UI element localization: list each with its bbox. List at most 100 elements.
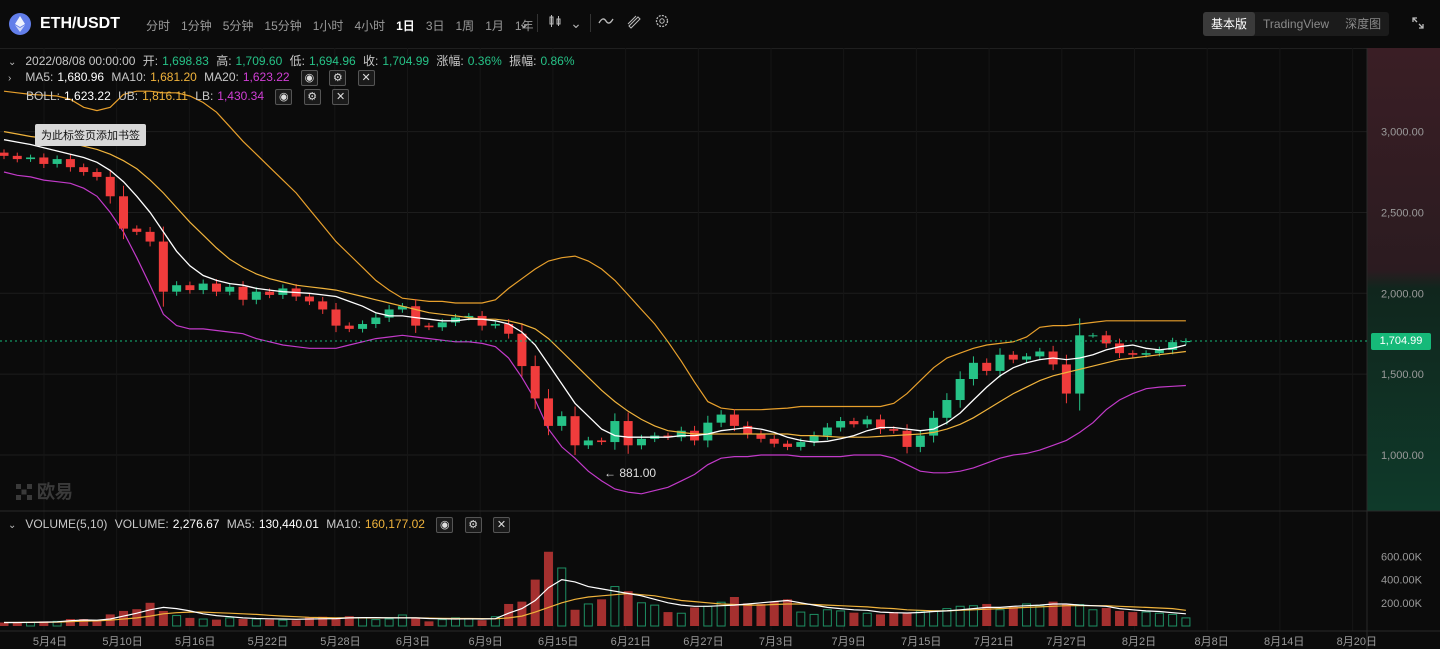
volume-bar [1008,606,1018,626]
volume-bar [464,618,474,627]
collapse-caret-icon[interactable]: ⌄ [8,57,17,68]
volume-bar [517,601,527,626]
interval-3[interactable]: 15分钟 [264,19,302,33]
candle-body [251,291,261,300]
x-tick-label: 5月22日 [248,636,288,648]
volume-bar [597,599,607,626]
view-tab-0[interactable]: 基本版 [1203,12,1256,36]
volume-bar [39,621,49,626]
gear-icon[interactable]: ⚙ [303,89,321,105]
ma5-line [3,139,1187,443]
close-icon[interactable]: ✕ [357,70,375,86]
candle-body [225,286,235,292]
fullscreen-icon[interactable] [1409,14,1429,34]
volume-bar [610,586,620,627]
interval-5[interactable]: 4小时 [354,19,386,33]
volume-bar [1061,603,1071,626]
x-tick-label: 5月16日 [175,636,215,648]
close-icon[interactable]: ✕ [493,517,510,533]
candle-body [517,333,527,367]
x-tick-label: 8月8日 [1194,636,1228,648]
y-tick-label: 3,000.00 [1381,127,1424,139]
boll-lower-line [3,171,1186,495]
symbol-title[interactable]: ETH/USDT [40,15,120,32]
volume-bar [809,613,819,627]
y-tick-label: 2,000.00 [1381,288,1424,300]
close-icon[interactable]: ✕ [332,89,350,105]
eye-icon[interactable]: ◉ [300,70,318,86]
x-tick-label: 7月15日 [901,636,941,648]
interval-10[interactable]: 1年 [514,19,534,33]
candle-body [1008,354,1018,360]
interval-8[interactable]: 1周 [455,19,475,33]
x-tick-label: 8月14日 [1264,636,1304,648]
candlestick-type-icon[interactable] [545,13,565,33]
volume-tick-label: 600.00K [1381,551,1423,563]
volume-bar [703,605,713,627]
volume-bar [929,610,939,627]
collapse-caret-icon[interactable]: › [8,73,12,85]
candle-body [464,315,474,318]
interval-0[interactable]: 分时 [146,19,171,33]
interval-selector: 分时 1分钟 5分钟 15分钟 1小时 4小时 1日 3日 1周 1月 1年 [146,17,545,34]
candle-body [836,421,846,428]
volume-bar [477,620,487,626]
ma-legend: › MA5: 1,680.96 MA10: 1,681.20 MA20: 1,623.… [8,70,379,86]
candle-body [610,421,620,443]
interval-7[interactable]: 3日 [425,19,445,33]
volume-bar [543,551,553,626]
interval-2[interactable]: 5分钟 [222,19,254,33]
settings-gear-icon[interactable] [652,13,672,33]
interval-4[interactable]: 1小时 [312,19,344,33]
candle-body [982,362,992,371]
eye-icon[interactable]: ◉ [275,89,293,105]
interval-6[interactable]: 1日 [396,19,415,33]
volume-bar [995,609,1005,627]
candle-body [1181,341,1191,343]
volume-legend: ⌄ VOLUME(5,10) VOLUME: 2,276.67 MA5: 130,4… [8,517,514,533]
collapse-caret-icon[interactable]: ⌄ [8,520,17,532]
interval-9[interactable]: 1月 [485,19,504,33]
change-label: 涨幅: [436,54,464,68]
interval-1[interactable]: 1分钟 [181,19,212,33]
candle-body [105,176,115,197]
chart-type-dropdown-icon[interactable]: ⌄ [570,15,582,31]
low-value: 1,694.96 [308,54,356,68]
eye-icon[interactable]: ◉ [436,517,454,533]
candle-body [1035,351,1045,357]
view-tab-2[interactable]: 深度图 [1345,17,1382,31]
ma5-value: 1,680.96 [57,70,105,85]
x-tick-label: 6月21日 [611,636,651,648]
volume-bar [278,619,288,627]
volume-bar [1168,613,1178,627]
candle-body [1101,335,1111,344]
gear-icon[interactable]: ⚙ [329,70,347,86]
volume-bar [198,618,208,627]
price-chart[interactable]: 3,000.00 2,500.00 2,000.00 1,500.00 1,000.00… [0,48,1440,649]
candle-body [65,159,75,168]
x-tick-label: 6月9日 [468,636,502,648]
open-value: 1,698.83 [162,54,209,68]
volume-bar [743,603,753,626]
low-label: 低: [289,54,305,68]
volume-bar [849,612,859,626]
watermark-text: 欧易 [37,482,74,502]
candle-body [39,157,49,164]
drawing-tools-icon[interactable] [624,13,644,33]
candle-body [238,286,248,300]
gear-icon[interactable]: ⚙ [464,517,482,533]
candle-body [119,196,129,229]
volume-ma10-label: MA10: [326,517,361,532]
volume-bar [1048,601,1058,626]
view-tab-1[interactable]: TradingView [1263,17,1330,31]
boll-upper-line [3,90,1186,411]
x-tick-label: 5月10日 [102,636,142,648]
x-tick-label: 6月15日 [538,636,578,648]
chevron-down-icon[interactable]: ⌄ [518,15,530,31]
boll-ub-label: UB: [118,89,139,104]
candle-body [543,398,553,426]
ma20-label: MA20: [204,70,239,85]
volume-bar [663,612,673,626]
volume-bar [185,617,195,626]
indicator-icon[interactable] [596,13,616,33]
